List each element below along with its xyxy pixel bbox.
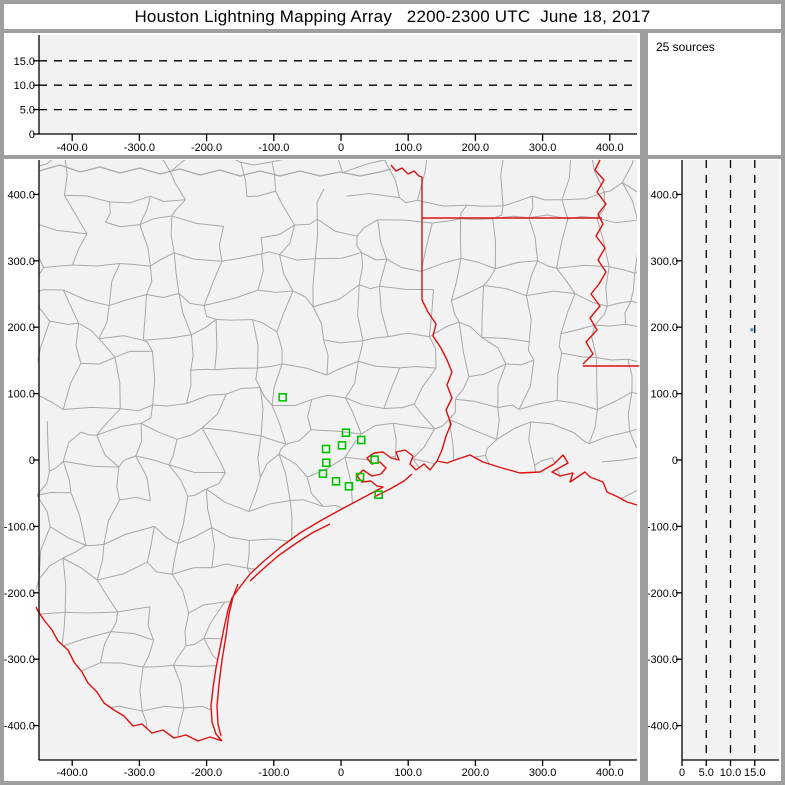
- svg-text:-100.0: -100.0: [4, 521, 35, 533]
- svg-text:-400.0: -400.0: [57, 142, 88, 154]
- svg-text:-400.0: -400.0: [648, 721, 678, 733]
- svg-text:-300.0: -300.0: [4, 654, 35, 666]
- lma-station-square: [321, 444, 331, 454]
- svg-text:200.0: 200.0: [462, 142, 490, 154]
- lma-station-square: [355, 472, 365, 482]
- lma-station-square: [337, 441, 347, 450]
- lma-station-square: [318, 469, 328, 478]
- altitude-ew-panel[interactable]: 0 5.0 10.0 15.0 -400.0 -300.0 -200.0 -100.0 0 100…: [4, 33, 640, 155]
- svg-text:15.0: 15.0: [14, 56, 35, 68]
- altitude-ew-plot[interactable]: 0 5.0 10.0 15.0 -400.0 -300.0 -200.0 -100.0 0 100…: [4, 33, 640, 155]
- plan-view-map-panel[interactable]: 400.0 300.0 200.0 100.0 0 -100.0 -200.0 -300.0 -…: [4, 159, 640, 781]
- svg-text:-200.0: -200.0: [4, 588, 35, 600]
- svg-text:200.0: 200.0: [462, 767, 490, 779]
- svg-text:-200.0: -200.0: [191, 142, 222, 154]
- lma-station-square: [341, 428, 351, 438]
- svg-text:400.0: 400.0: [7, 189, 35, 201]
- plan-view-map-plot[interactable]: 400.0 300.0 200.0 100.0 0 -100.0 -200.0 -300.0 -…: [4, 159, 640, 781]
- svg-text:15.0: 15.0: [744, 767, 765, 779]
- svg-text:100.0: 100.0: [394, 142, 422, 154]
- lma-station-square: [278, 393, 287, 402]
- plot-title: Houston Lightning Mapping Array 2200-230…: [134, 6, 651, 26]
- svg-text:400.0: 400.0: [596, 767, 624, 779]
- svg-text:0: 0: [29, 455, 35, 467]
- svg-text:10.0: 10.0: [14, 80, 35, 92]
- svg-text:100.0: 100.0: [650, 389, 678, 401]
- svg-text:0: 0: [338, 142, 344, 154]
- lma-station-square: [356, 435, 366, 445]
- svg-text:-100.0: -100.0: [648, 521, 678, 533]
- svg-text:200.0: 200.0: [7, 322, 35, 334]
- lma-station-square: [321, 458, 331, 468]
- svg-text:-300.0: -300.0: [124, 142, 155, 154]
- svg-text:300.0: 300.0: [529, 142, 557, 154]
- svg-text:0: 0: [29, 129, 35, 141]
- svg-text:-400.0: -400.0: [4, 721, 35, 733]
- sources-count-panel: 25 sources: [648, 33, 781, 155]
- lma-station-markers: [278, 393, 383, 500]
- svg-text:300.0: 300.0: [7, 256, 35, 268]
- svg-text:5.0: 5.0: [699, 767, 714, 779]
- lma-station-square: [374, 490, 383, 500]
- svg-text:0: 0: [672, 455, 678, 467]
- svg-text:300.0: 300.0: [650, 256, 678, 268]
- svg-text:0: 0: [679, 767, 685, 779]
- svg-text:-400.0: -400.0: [57, 767, 88, 779]
- svg-text:400.0: 400.0: [650, 189, 678, 201]
- svg-text:-300.0: -300.0: [648, 654, 678, 666]
- altitude-ns-plot[interactable]: 400.0 300.0 200.0 100.0 0 -100.0 -200.0 -300.0 -…: [648, 159, 781, 781]
- state-borders-and-coastline: [35, 159, 639, 742]
- svg-text:300.0: 300.0: [529, 767, 557, 779]
- svg-text:-100.0: -100.0: [258, 142, 289, 154]
- title-bar: Houston Lightning Mapping Array 2200-230…: [4, 4, 781, 29]
- svg-text:100.0: 100.0: [7, 389, 35, 401]
- svg-text:400.0: 400.0: [596, 142, 624, 154]
- lma-station-square: [344, 481, 354, 491]
- svg-text:10.0: 10.0: [720, 767, 741, 779]
- svg-text:100.0: 100.0: [394, 767, 422, 779]
- svg-text:5.0: 5.0: [20, 105, 35, 117]
- lma-station-square: [331, 477, 341, 486]
- sources-count-label: 25 sources: [656, 40, 715, 54]
- svg-text:-200.0: -200.0: [191, 767, 222, 779]
- lightning-source-point: [750, 328, 754, 332]
- svg-text:-100.0: -100.0: [258, 767, 289, 779]
- svg-text:-300.0: -300.0: [124, 767, 155, 779]
- svg-text:-200.0: -200.0: [648, 588, 678, 600]
- svg-text:0: 0: [338, 767, 344, 779]
- lma-station-square: [370, 455, 379, 464]
- svg-text:200.0: 200.0: [650, 322, 678, 334]
- altitude-ns-panel[interactable]: 400.0 300.0 200.0 100.0 0 -100.0 -200.0 -300.0 -…: [648, 159, 781, 781]
